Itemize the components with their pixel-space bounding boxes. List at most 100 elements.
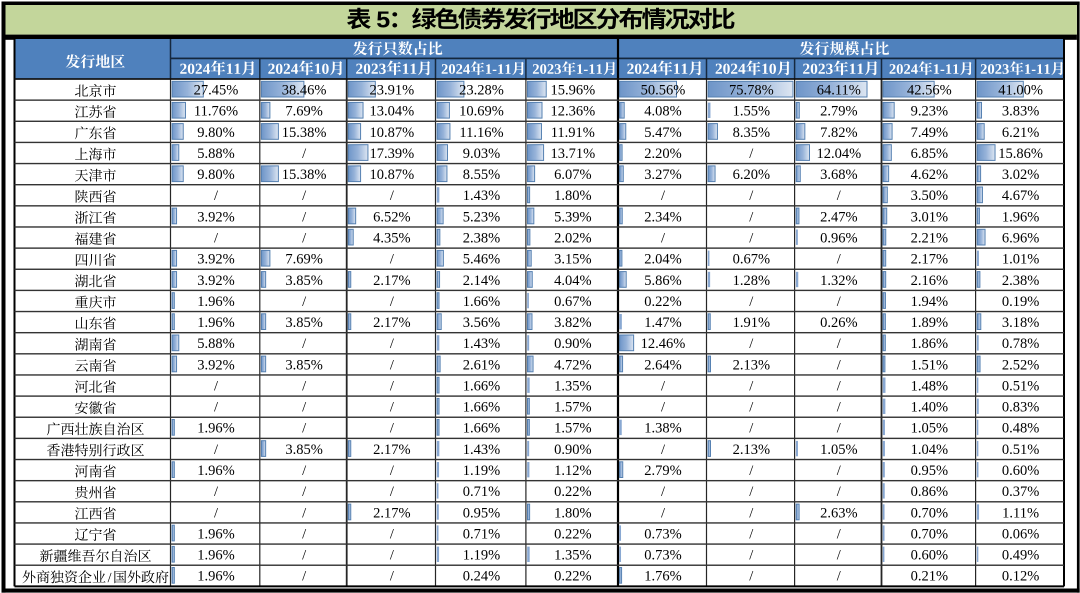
svg-text:1.57%: 1.57% [554,421,591,437]
svg-text:0.26%: 0.26% [820,315,857,331]
svg-text:1.96%: 1.96% [197,526,234,542]
svg-text:/: / [390,463,395,479]
svg-text:0.73%: 0.73% [644,548,681,564]
svg-text:/: / [837,463,842,479]
svg-text:/: / [390,188,395,204]
svg-text:/: / [749,569,754,585]
svg-text:/: / [302,336,307,352]
svg-text:27.45%: 27.45% [194,83,239,99]
svg-text:3.01%: 3.01% [911,209,948,225]
svg-text:/: / [749,231,754,247]
svg-text:0.96%: 0.96% [820,231,857,247]
svg-text:75.78%: 75.78% [729,83,774,99]
svg-text:/: / [749,400,754,416]
svg-text:1.19%: 1.19% [463,548,500,564]
svg-text:5.47%: 5.47% [644,125,681,141]
svg-text:0.12%: 0.12% [1002,569,1039,585]
svg-text:4.67%: 4.67% [1002,188,1039,204]
svg-text:1.19%: 1.19% [463,463,500,479]
svg-text:11.91%: 11.91% [551,125,595,141]
svg-text:/: / [390,484,395,500]
svg-text:2.16%: 2.16% [911,273,948,289]
svg-text:3.92%: 3.92% [197,252,234,268]
svg-text:6.07%: 6.07% [554,167,591,183]
svg-text:/: / [661,400,666,416]
svg-text:1.96%: 1.96% [197,294,234,310]
svg-text:4.08%: 4.08% [644,104,681,120]
svg-text:/: / [749,463,754,479]
svg-text:1.48%: 1.48% [911,379,948,395]
svg-text:4.35%: 4.35% [373,231,410,247]
svg-text:/: / [749,548,754,564]
svg-text:/: / [837,188,842,204]
svg-text:3.18%: 3.18% [1002,315,1039,331]
svg-text:2.79%: 2.79% [820,104,857,120]
svg-text:2.14%: 2.14% [463,273,500,289]
svg-text:1.43%: 1.43% [463,336,500,352]
svg-text:/: / [661,231,666,247]
svg-text:15.96%: 15.96% [550,83,595,99]
svg-text:1.32%: 1.32% [820,273,857,289]
svg-text:0.49%: 0.49% [1002,548,1039,564]
svg-text:3.85%: 3.85% [285,357,322,373]
svg-text:0.67%: 0.67% [554,294,591,310]
svg-text:2.64%: 2.64% [644,357,681,373]
svg-text:3.68%: 3.68% [820,167,857,183]
svg-text:/: / [837,548,842,564]
svg-text:/: / [837,569,842,585]
svg-text:/: / [302,294,307,310]
svg-text:3.50%: 3.50% [911,188,948,204]
svg-text:0.71%: 0.71% [463,526,500,542]
svg-text:1.38%: 1.38% [644,421,681,437]
svg-text:3.02%: 3.02% [1002,167,1039,183]
svg-text:9.23%: 9.23% [911,104,948,120]
svg-text:38.46%: 38.46% [282,83,327,99]
svg-text:/: / [302,188,307,204]
svg-text:/: / [390,379,395,395]
svg-text:2.13%: 2.13% [733,442,770,458]
svg-text:/: / [749,379,754,395]
svg-text:/: / [214,505,219,521]
svg-text:/: / [390,569,395,585]
svg-text:9.80%: 9.80% [197,125,234,141]
svg-text:2.47%: 2.47% [820,209,857,225]
svg-text:/: / [390,252,395,268]
svg-text:/: / [749,505,754,521]
svg-text:5.23%: 5.23% [463,209,500,225]
svg-text:/: / [302,421,307,437]
svg-text:/: / [302,463,307,479]
svg-text:9.80%: 9.80% [197,167,234,183]
svg-text:41.00%: 41.00% [998,83,1043,99]
svg-text:1.05%: 1.05% [820,442,857,458]
svg-text:6.96%: 6.96% [1002,231,1039,247]
svg-text:/: / [661,484,666,500]
svg-text:1.94%: 1.94% [911,294,948,310]
svg-text:3.85%: 3.85% [285,273,322,289]
svg-text:1.96%: 1.96% [197,548,234,564]
svg-text:2.04%: 2.04% [644,252,681,268]
svg-text:0.21%: 0.21% [911,569,948,585]
svg-text:0.60%: 0.60% [911,548,948,564]
svg-text:/: / [214,231,219,247]
svg-text:2.34%: 2.34% [644,209,681,225]
svg-text:1.40%: 1.40% [911,400,948,416]
svg-text:1.76%: 1.76% [644,569,681,585]
svg-text:/: / [390,548,395,564]
svg-text:5.39%: 5.39% [554,209,591,225]
svg-text:1.86%: 1.86% [911,336,948,352]
svg-text:7.69%: 7.69% [285,104,322,120]
svg-text:0.95%: 0.95% [463,505,500,521]
svg-text:0.22%: 0.22% [554,526,591,542]
svg-text:/: / [749,484,754,500]
svg-text:3.15%: 3.15% [554,252,591,268]
svg-text:/: / [302,569,307,585]
svg-text:1.51%: 1.51% [911,357,948,373]
svg-text:/: / [390,357,395,373]
svg-text:/: / [302,484,307,500]
svg-text:42.56%: 42.56% [907,83,952,99]
svg-text:/: / [837,379,842,395]
svg-text:0.90%: 0.90% [554,336,591,352]
svg-text:0.83%: 0.83% [1002,400,1039,416]
svg-text:23.28%: 23.28% [459,83,504,99]
svg-text:0.22%: 0.22% [554,484,591,500]
